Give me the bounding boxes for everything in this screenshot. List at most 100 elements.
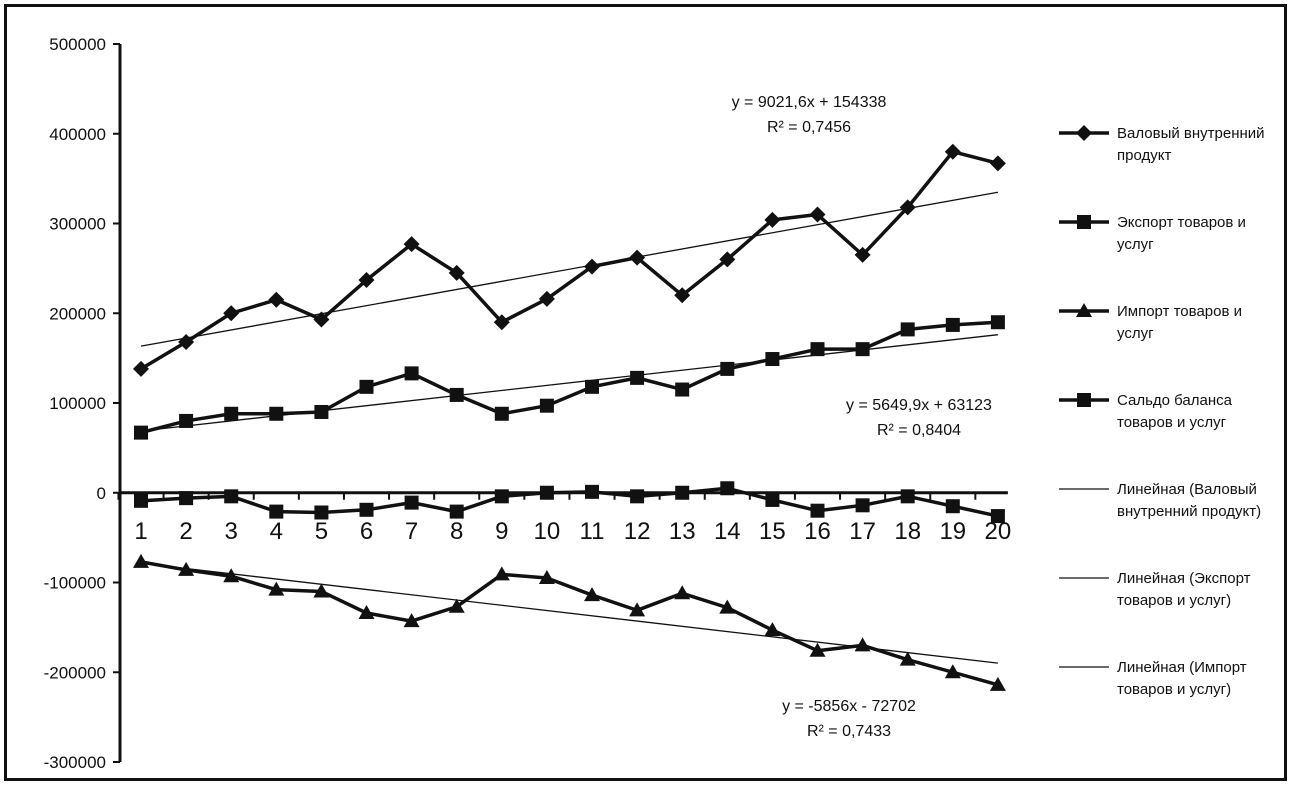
data-point: [449, 387, 464, 402]
data-point: [945, 499, 960, 514]
legend: Валовый внутренний продукт Экспорт товаров…: [1059, 125, 1265, 698]
data-point: [989, 676, 1006, 691]
data-point: [539, 485, 554, 500]
trendline-equation: y = 9021,6x + 154338: [732, 94, 887, 111]
data-point: [900, 322, 915, 337]
trendline: [140, 191, 999, 347]
data-point: [719, 251, 736, 268]
data-point: [268, 581, 285, 596]
data-point: [584, 258, 600, 275]
x-tick-label: 1: [134, 518, 147, 545]
data-point: [494, 406, 509, 421]
trendline-r2: R² = 0,7433: [807, 723, 891, 740]
data-point: [585, 379, 599, 394]
x-tick-label: 14: [714, 518, 741, 545]
data-point: [493, 314, 510, 331]
data-point: [945, 317, 960, 332]
data-point: [314, 505, 329, 520]
trendline-r2: R² = 0,7456: [767, 119, 851, 136]
data-point: [134, 425, 148, 440]
data-point: [359, 502, 374, 517]
x-tick-label: 2: [179, 518, 192, 545]
y-tick-label: 0: [97, 484, 106, 503]
legend-marker: [1076, 125, 1092, 141]
data-point: [764, 211, 781, 228]
data-point: [585, 484, 599, 499]
x-tick-label: 4: [270, 518, 283, 545]
data-point: [944, 143, 961, 160]
data-point: [674, 585, 691, 600]
data-point: [720, 481, 735, 496]
tick-labels: 500000 400000 300000 200000 100000 0 -100000 -2…: [44, 35, 1012, 772]
chart-frame: 500000 400000 300000 200000 100000 0 -100000 -2…: [4, 4, 1287, 781]
x-tick-label: 12: [624, 518, 651, 545]
data-point: [900, 489, 915, 504]
y-tick-label: 400000: [49, 125, 106, 144]
data-point: [629, 249, 646, 266]
data-point: [854, 637, 871, 652]
legend-marker: [1076, 303, 1092, 317]
data-point: [359, 379, 374, 394]
data-point: [674, 287, 691, 304]
x-tick-label: 7: [405, 518, 418, 545]
trendline-equation: y = -5856x - 72702: [782, 698, 916, 715]
legend-label: Валовый внутренний: [1117, 125, 1265, 142]
x-tick-label: 10: [534, 518, 561, 545]
line-chart: 500000 400000 300000 200000 100000 0 -100000 -2…: [44, 35, 1265, 772]
data-point: [989, 155, 1006, 172]
legend-label: товаров и услуг): [1117, 592, 1231, 609]
data-point: [178, 333, 195, 350]
data-point: [944, 664, 961, 679]
data-point: [809, 206, 826, 223]
trendline-r2: R² = 0,8404: [877, 422, 961, 439]
data-point: [449, 504, 464, 519]
data-point: [990, 509, 1005, 524]
data-point: [404, 495, 419, 510]
x-tick-label: 17: [849, 518, 876, 545]
legend-label: товаров и услуг): [1117, 681, 1231, 698]
x-tick-label: 16: [804, 518, 831, 545]
data-point: [630, 370, 645, 385]
data-point: [179, 413, 194, 428]
y-tick-label: -200000: [44, 663, 106, 682]
data-point: [675, 485, 690, 500]
data-point: [494, 489, 509, 504]
data-point: [179, 491, 194, 506]
data-point: [178, 561, 195, 576]
x-tick-label: 18: [894, 518, 921, 545]
data-point: [269, 406, 284, 421]
x-tick-label: 15: [759, 518, 786, 545]
legend-label: Сальдо баланса: [1117, 392, 1233, 409]
y-tick-label: 200000: [49, 304, 106, 323]
data-point: [358, 605, 375, 620]
data-point: [629, 602, 646, 617]
data-point: [269, 504, 284, 519]
series-line: [140, 486, 999, 518]
data-point: [404, 366, 419, 381]
data-point: [448, 598, 465, 613]
legend-label: продукт: [1117, 147, 1171, 164]
legend-label: Линейная (Экспорт: [1117, 570, 1251, 587]
data-point: [584, 587, 600, 602]
data-point: [224, 406, 239, 421]
data-point: [268, 291, 285, 308]
data-point: [314, 404, 329, 419]
data-point: [493, 566, 510, 581]
data-point: [539, 398, 554, 413]
data-point: [223, 568, 240, 583]
data-point: [313, 583, 330, 598]
data-point: [313, 311, 330, 328]
legend-label: Импорт товаров и: [1117, 303, 1242, 320]
data-point: [630, 489, 645, 504]
x-tick-label: 8: [450, 518, 463, 545]
data-point: [448, 264, 465, 281]
y-tick-label: -300000: [44, 753, 106, 772]
data-point: [134, 493, 148, 508]
data-point: [810, 503, 825, 518]
data-point: [538, 570, 555, 585]
x-tick-label: 20: [985, 518, 1012, 545]
data-point: [403, 236, 420, 253]
data-point: [403, 613, 420, 628]
data-point: [719, 599, 736, 614]
series-line: [140, 320, 999, 435]
